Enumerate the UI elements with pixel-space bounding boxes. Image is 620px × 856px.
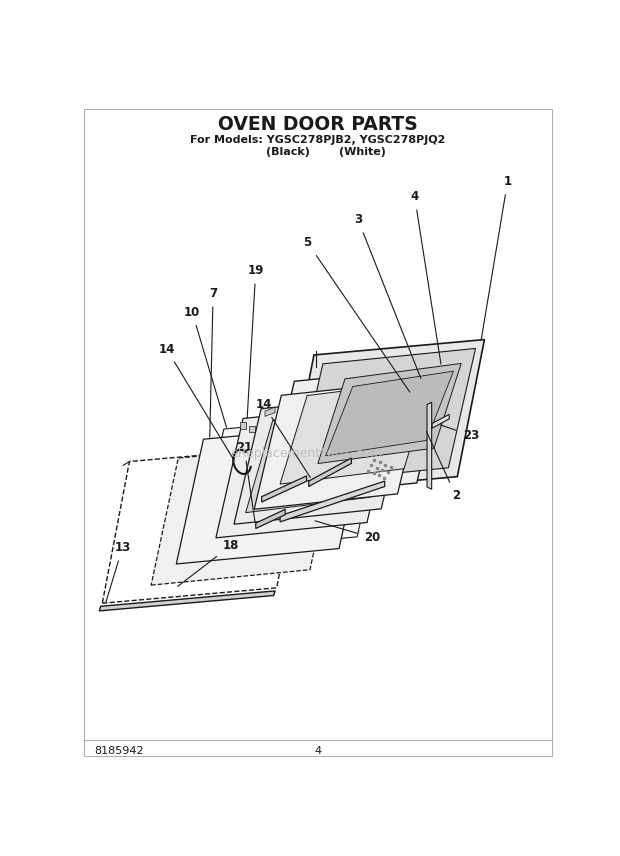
Text: eReplacementParts.com: eReplacementParts.com [230, 447, 383, 460]
Text: 19: 19 [247, 265, 264, 419]
Text: (Black): (Black) [267, 147, 310, 157]
Polygon shape [102, 446, 304, 603]
Text: 2: 2 [427, 431, 460, 502]
Polygon shape [432, 414, 449, 428]
Text: 20: 20 [315, 520, 380, 544]
Text: 14: 14 [159, 342, 234, 460]
Polygon shape [287, 340, 484, 492]
Polygon shape [234, 393, 409, 524]
Polygon shape [280, 380, 431, 484]
Polygon shape [288, 413, 298, 423]
Text: For Models: YGSC278PJB2, YGSC278PJQ2: For Models: YGSC278PJB2, YGSC278PJQ2 [190, 134, 445, 145]
Polygon shape [265, 407, 275, 416]
Text: 14: 14 [255, 398, 311, 478]
Polygon shape [246, 405, 397, 513]
Text: 1: 1 [481, 175, 511, 339]
Polygon shape [176, 424, 366, 564]
Polygon shape [427, 402, 432, 490]
Text: (White): (White) [339, 147, 386, 157]
Polygon shape [216, 403, 394, 538]
Polygon shape [249, 426, 255, 432]
Text: 5: 5 [304, 236, 410, 392]
Polygon shape [255, 509, 285, 528]
Polygon shape [259, 430, 265, 437]
Text: 8185942: 8185942 [94, 746, 144, 756]
Polygon shape [309, 458, 352, 486]
Polygon shape [318, 364, 461, 464]
Text: 18: 18 [178, 539, 239, 586]
Polygon shape [262, 476, 307, 502]
Polygon shape [326, 372, 453, 456]
Text: 4: 4 [314, 746, 321, 756]
Text: 23: 23 [440, 425, 479, 442]
Text: 4: 4 [410, 190, 441, 364]
Text: 3: 3 [354, 213, 421, 378]
Text: 21: 21 [236, 441, 255, 523]
Polygon shape [280, 481, 384, 522]
Polygon shape [99, 591, 275, 611]
Polygon shape [254, 380, 425, 509]
Polygon shape [197, 413, 384, 552]
Polygon shape [151, 443, 337, 586]
Text: 13: 13 [106, 541, 131, 603]
Text: 7: 7 [209, 287, 217, 437]
Text: OVEN DOOR PARTS: OVEN DOOR PARTS [218, 115, 418, 134]
Text: 10: 10 [184, 306, 226, 427]
Polygon shape [267, 366, 444, 498]
Polygon shape [106, 447, 303, 599]
Polygon shape [296, 348, 476, 483]
Polygon shape [240, 422, 246, 429]
